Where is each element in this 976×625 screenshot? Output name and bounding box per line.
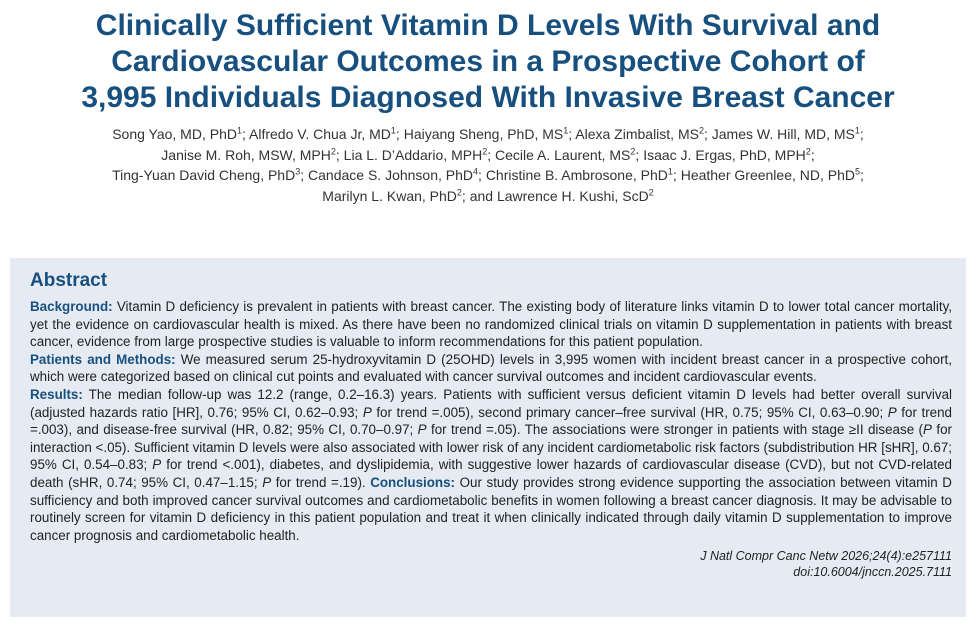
separator: ;: [672, 167, 677, 183]
abstract-box: Abstract Background: Vitamin D deficienc…: [10, 258, 966, 617]
abstract-paragraph: Results: The median follow-up was 12.2 (…: [30, 386, 952, 544]
separator: ;: [810, 146, 815, 163]
italic-run: P: [152, 457, 162, 473]
separator: ;: [461, 187, 466, 204]
affiliation-mark: 1: [236, 125, 242, 136]
affiliation-mark: 2: [330, 145, 336, 156]
author-name: Heather Greenlee, ND, PhD: [680, 167, 856, 183]
affiliation-mark: 2: [456, 186, 462, 197]
abstract-paragraph: Patients and Methods: We measured serum …: [30, 351, 952, 386]
text-run: for trend =.005), second primary cancer–…: [371, 404, 888, 420]
affiliation-mark: 2: [482, 145, 488, 156]
affiliation-mark: 3: [295, 166, 301, 177]
abstract-body: Background: Vitamin D deficiency is prev…: [30, 298, 952, 544]
italic-run: P: [362, 404, 372, 420]
author-name: James W. Hill, MD, MS: [711, 126, 855, 142]
affiliation-mark: 4: [473, 166, 479, 177]
separator: ;: [242, 126, 246, 142]
separator: ;: [568, 126, 573, 142]
affiliation-mark: 2: [698, 125, 704, 136]
affiliation-mark: 2: [648, 186, 654, 197]
citation-line: J Natl Compr Canc Netw 2026;24(4):e25711…: [700, 549, 952, 564]
author-name: Candace S. Johnson, PhD: [308, 167, 474, 183]
author-list: Song Yao, MD, PhD1; Alfredo V. Chua Jr, …: [20, 124, 956, 206]
text-run: Our study provides strong evidence suppo…: [30, 474, 952, 543]
separator: ;: [635, 146, 640, 163]
author-line: Marilyn L. Kwan, PhD2; and Lawrence H. K…: [20, 186, 956, 207]
author-name: Alexa Zimbalist, MS: [575, 126, 699, 142]
section-label: Background:: [30, 299, 113, 314]
italic-run: P: [262, 474, 272, 490]
text-run: for interaction <.05). Sufficient vitami…: [30, 422, 952, 473]
citation-line: doi:10.6004/jnccn.2025.7111: [793, 565, 952, 580]
separator: ;: [300, 167, 305, 183]
separator: ;: [335, 146, 340, 163]
author-name: Isaac J. Ergas, PhD, MPH: [643, 146, 806, 163]
separator: ;: [395, 126, 400, 142]
author-name: Christine B. Ambrosone, PhD: [485, 167, 668, 183]
affiliation-mark: 1: [667, 166, 673, 177]
text-run: for trend =.003), and disease-free survi…: [30, 404, 953, 438]
author-name: and Lawrence H. Kushi, ScD: [469, 187, 649, 204]
text-run: Vitamin D deficiency is prevalent in pat…: [30, 299, 952, 350]
section-label: Conclusions:: [370, 474, 456, 490]
text-run: for trend =.19).: [271, 474, 371, 490]
affiliation-mark: 5: [855, 166, 861, 177]
text-run: The median follow-up was 12.2 (range, 0.…: [30, 386, 952, 420]
author-name: Song Yao, MD, PhD: [112, 126, 237, 142]
section-label: Results:: [30, 386, 83, 402]
author-name: Cecile A. Laurent, MS: [494, 146, 631, 163]
separator: ;: [859, 126, 864, 142]
author-name: Marilyn L. Kwan, PhD: [322, 187, 457, 204]
title-line: Cardiovascular Outcomes in a Prospective…: [111, 45, 865, 78]
section-label: Patients and Methods:: [30, 351, 176, 367]
separator: ;: [860, 167, 864, 183]
text-run: for trend <.001), diabetes, and dyslipid…: [30, 457, 952, 490]
affiliation-mark: 2: [630, 145, 636, 156]
title-line: 3,995 Individuals Diagnosed With Invasiv…: [81, 81, 895, 114]
author-name: Alfredo V. Chua Jr, MD: [249, 126, 391, 142]
affiliation-mark: 1: [563, 125, 569, 136]
affiliation-mark: 1: [854, 125, 860, 136]
title-line: Clinically Sufficient Vitamin D Levels W…: [95, 9, 881, 42]
text-run: We measured serum 25-hydroxyvitamin D (2…: [30, 351, 952, 385]
author-line: Janise M. Roh, MSW, MPH2; Lia L. D’Addar…: [20, 145, 956, 166]
affiliation-mark: 2: [805, 145, 811, 156]
affiliation-mark: 1: [390, 125, 396, 136]
italic-run: P: [887, 404, 897, 420]
abstract-heading: Abstract: [30, 270, 108, 291]
citation: J Natl Compr Canc Netw 2026;24(4):e25711…: [30, 548, 952, 580]
separator: ;: [487, 146, 492, 163]
article-title: Clinically Sufficient Vitamin D Levels W…: [0, 8, 976, 116]
author-name: Ting-Yuan David Cheng, PhD: [112, 167, 296, 183]
italic-run: P: [923, 422, 932, 438]
separator: ;: [478, 167, 482, 183]
abstract-paragraph: Background: Vitamin D deficiency is prev…: [30, 298, 952, 351]
italic-run: P: [417, 422, 427, 438]
separator: ;: [703, 126, 708, 142]
author-name: Haiyang Sheng, PhD, MS: [403, 126, 564, 142]
author-line: Song Yao, MD, PhD1; Alfredo V. Chua Jr, …: [20, 124, 956, 145]
text-run: for trend =.05). The associations were s…: [426, 422, 924, 438]
author-name: Lia L. D’Addario, MPH: [343, 146, 483, 163]
author-line: Ting-Yuan David Cheng, PhD3; Candace S. …: [20, 165, 956, 186]
author-name: Janise M. Roh, MSW, MPH: [161, 146, 331, 163]
